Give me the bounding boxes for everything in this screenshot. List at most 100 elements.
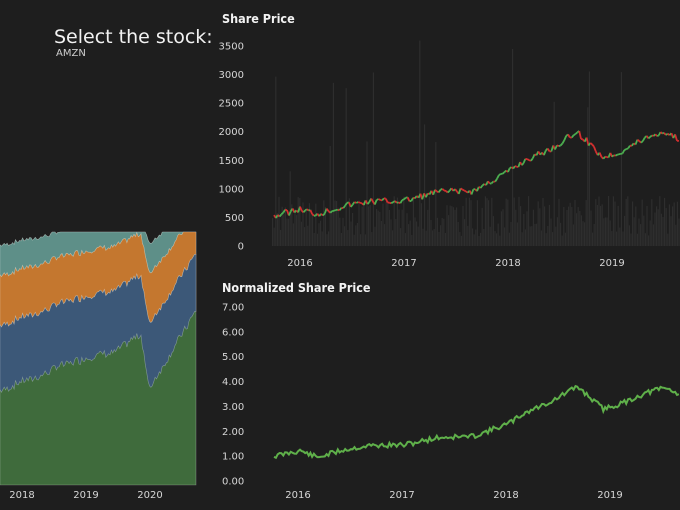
volume-bar bbox=[356, 223, 358, 246]
candlestick-series bbox=[273, 130, 680, 219]
volume-bar bbox=[392, 230, 394, 246]
volume-bar bbox=[371, 232, 373, 246]
price-y-tick-label: 1500 bbox=[219, 156, 244, 167]
volume-bar bbox=[364, 234, 366, 246]
volume-bar bbox=[291, 204, 293, 246]
candle bbox=[567, 133, 571, 138]
volume-bar bbox=[363, 202, 365, 246]
area-x-tick-label: 2020 bbox=[137, 490, 162, 501]
price-x-tick-label: 2017 bbox=[391, 258, 416, 269]
volume-bar bbox=[638, 218, 640, 246]
volume-bar bbox=[345, 88, 347, 246]
volume-bar bbox=[467, 225, 469, 246]
volume-bar bbox=[635, 206, 637, 246]
volume-bar bbox=[579, 211, 581, 246]
volume-bar bbox=[329, 146, 331, 246]
volume-bar bbox=[304, 227, 306, 246]
volume-bar bbox=[656, 206, 658, 246]
candle bbox=[463, 189, 467, 193]
candle bbox=[284, 208, 288, 212]
volume-bar bbox=[576, 213, 578, 246]
volume-bar bbox=[644, 233, 646, 246]
price-y-tick-label: 3000 bbox=[219, 70, 244, 81]
volume-bar bbox=[632, 201, 634, 246]
volume-bar bbox=[443, 218, 445, 246]
norm-y-tick-label: 1.00 bbox=[222, 452, 244, 463]
candle bbox=[522, 158, 527, 164]
volume-bar bbox=[300, 221, 302, 246]
stacked-area-series bbox=[0, 254, 197, 393]
volume-bar bbox=[312, 214, 314, 246]
volume-bar bbox=[414, 217, 416, 246]
area-x-tick-label: 2019 bbox=[73, 490, 98, 501]
volume-bar bbox=[499, 235, 501, 246]
candle bbox=[615, 153, 618, 157]
volume-bar bbox=[451, 206, 453, 246]
volume-bar bbox=[422, 228, 424, 246]
candle bbox=[661, 131, 665, 135]
candle bbox=[496, 174, 500, 180]
candle bbox=[401, 198, 405, 201]
volume-bar bbox=[289, 171, 291, 246]
candle bbox=[674, 134, 678, 141]
volume-bar bbox=[492, 216, 494, 246]
volume-bar bbox=[545, 233, 547, 246]
candle bbox=[306, 208, 310, 212]
volume-bar bbox=[676, 201, 678, 246]
volume-bar bbox=[448, 215, 450, 246]
candle bbox=[282, 209, 286, 214]
volume-bar bbox=[344, 226, 346, 246]
volume-bar bbox=[465, 197, 467, 246]
volume-bar bbox=[328, 231, 330, 246]
volume-bar bbox=[299, 198, 301, 246]
candle bbox=[460, 187, 463, 191]
volume-bar bbox=[600, 205, 602, 246]
area-x-tick-label: 2018 bbox=[9, 490, 34, 501]
candle bbox=[563, 135, 568, 141]
volume-bar bbox=[393, 196, 395, 246]
volume-bar bbox=[316, 233, 318, 246]
candle bbox=[621, 149, 626, 154]
candle bbox=[443, 189, 447, 192]
candle bbox=[440, 188, 443, 191]
volume-bar bbox=[332, 82, 334, 246]
volume-bar bbox=[516, 222, 518, 246]
volume-bar bbox=[404, 233, 406, 246]
candle bbox=[481, 183, 485, 187]
volume-bar bbox=[587, 107, 589, 246]
volume-bar bbox=[396, 197, 398, 246]
candle bbox=[507, 167, 511, 173]
volume-bar bbox=[348, 198, 350, 246]
price-y-tick-label: 0 bbox=[238, 242, 244, 253]
volume-bar bbox=[273, 227, 275, 246]
volume-bar bbox=[534, 223, 536, 246]
volume-bar bbox=[468, 197, 470, 246]
volume-bar bbox=[409, 220, 411, 246]
candle bbox=[322, 212, 326, 217]
volume-bar bbox=[286, 218, 288, 246]
candle bbox=[490, 180, 495, 184]
volume-bar bbox=[374, 226, 376, 246]
volume-bar bbox=[539, 208, 541, 246]
volume-bar bbox=[595, 199, 597, 246]
volume-bar bbox=[556, 217, 558, 246]
volume-bar bbox=[523, 214, 525, 246]
price-y-tick-label: 3500 bbox=[219, 42, 244, 53]
candle bbox=[376, 198, 379, 201]
volume-bar bbox=[572, 224, 574, 246]
candle bbox=[288, 210, 292, 216]
volume-bar bbox=[480, 232, 482, 246]
price-y-tick-label: 1000 bbox=[219, 184, 244, 195]
volume-bar bbox=[566, 210, 568, 246]
volume-bar bbox=[649, 220, 651, 246]
volume-bar bbox=[593, 224, 595, 246]
candle bbox=[494, 178, 498, 183]
volume-bar bbox=[665, 208, 667, 246]
volume-bar bbox=[307, 225, 309, 246]
volume-bar bbox=[478, 236, 480, 246]
volume-bar bbox=[496, 233, 498, 246]
volume-bar bbox=[633, 217, 635, 246]
volume-bar bbox=[504, 227, 506, 246]
stock-select-dropdown[interactable]: AMZN bbox=[56, 48, 86, 59]
